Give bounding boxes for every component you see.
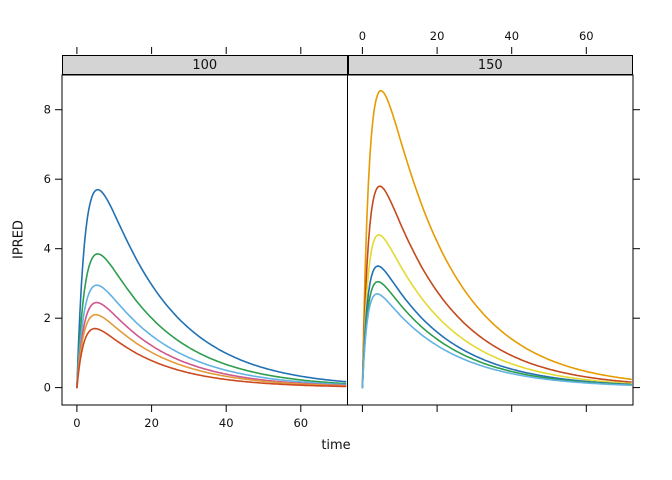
series-line-100-curve-5 (76, 313, 347, 389)
x-tick-label-bottom: 60 (293, 416, 308, 430)
x-axis-title: time (321, 438, 351, 453)
y-tick-label: 4 (44, 242, 51, 256)
panel-strip-150: 150 (347, 55, 633, 75)
x-tick-label-bottom: 0 (73, 416, 80, 430)
series-line-100-curve-1 (76, 188, 347, 389)
panel-100-plot-area (61, 74, 348, 406)
x-tick-label-bottom: 40 (219, 416, 234, 430)
series-line-100-curve-3 (76, 284, 347, 389)
series-line-150-curve-2 (361, 185, 632, 389)
series-line-150-curve-6 (361, 292, 632, 389)
series-line-150-curve-1 (361, 89, 632, 389)
series-line-150-curve-3 (361, 234, 632, 389)
x-tick-label-top: 0 (359, 29, 366, 43)
x-tick-label-bottom: 20 (144, 416, 159, 430)
y-axis-title: IPRED (11, 220, 27, 260)
panel-100-series-group (76, 188, 347, 389)
y-tick-label: 2 (44, 311, 51, 325)
strip-label-150: 150 (477, 57, 503, 73)
panel-150-series-group (361, 89, 632, 389)
x-tick-label-top: 20 (430, 29, 445, 43)
panel-150-plot-area (347, 74, 634, 406)
strip-label-100: 100 (192, 57, 218, 73)
y-tick-label: 0 (44, 381, 51, 395)
panel-strip-100: 100 (62, 55, 348, 75)
y-tick-label: 8 (44, 103, 51, 117)
series-line-100-curve-6 (76, 327, 347, 389)
x-tick-label-top: 60 (579, 29, 594, 43)
y-tick-label: 6 (44, 172, 51, 186)
x-tick-label-top: 40 (504, 29, 519, 43)
series-line-100-curve-2 (76, 253, 347, 389)
